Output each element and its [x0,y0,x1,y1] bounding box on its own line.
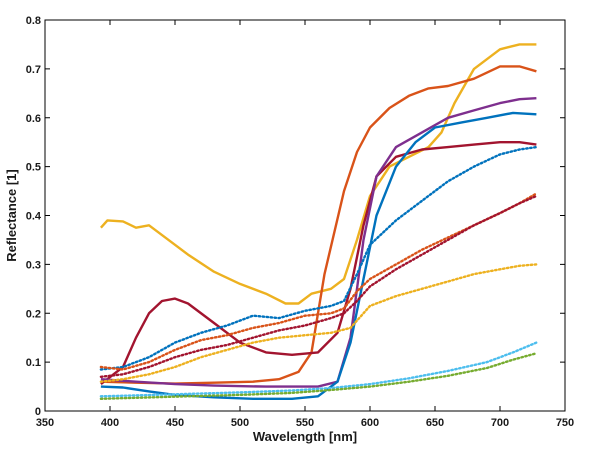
y-tick-label: 0.7 [26,64,41,76]
y-tick-label: 0.1 [26,357,41,369]
x-tick-label: 650 [426,417,444,429]
series-line-11-dotted [99,352,538,400]
series-line-10-dotted [99,341,538,398]
series-line-8-dotted [99,194,538,378]
x-tick-label: 450 [166,417,184,429]
series-line-2-solid [100,65,537,385]
axes-group: 350 400 450 500 550 600 650 700 750 0 0.1 0.2 0.3 0.4… [26,15,574,429]
x-tick-label: 700 [491,417,509,429]
x-tick-label: 750 [556,417,574,429]
y-tick-label: 0.2 [26,308,41,320]
series-line-3-solid [100,140,537,386]
x-tick-label: 400 [101,417,119,429]
y-tick-label: 0.6 [26,113,41,125]
x-tick-label: 500 [231,417,249,429]
plot-frame [44,19,566,412]
series-line-9-dotted [99,263,538,383]
series-line-5-solid [100,111,537,400]
x-axis-title: Wavelength [nm] [253,429,357,444]
series-group [99,43,538,400]
frame-group [44,19,566,412]
y-tick-label: 0.3 [26,259,41,271]
x-tick-label: 350 [36,417,54,429]
y-tick-label: 0.8 [26,15,41,27]
x-tick-label: 550 [296,417,314,429]
y-axis-title: Reflectance [1] [4,169,19,261]
series-line-7-dotted [99,192,538,371]
y-tick-label: 0.4 [26,211,42,223]
x-tick-label: 600 [361,417,379,429]
series-line-6-dotted [99,145,538,371]
series-line-4-solid [100,97,537,388]
series-line-1-solid [100,43,537,305]
y-tick-label: 0.5 [26,162,41,174]
y-tick-label: 0 [35,406,41,418]
